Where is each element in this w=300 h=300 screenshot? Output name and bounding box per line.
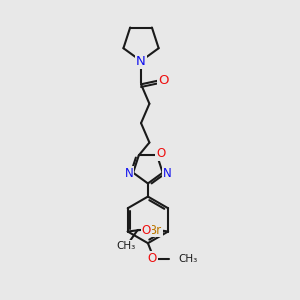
- Text: N: N: [124, 167, 133, 180]
- Text: N: N: [163, 167, 171, 180]
- Text: O: O: [158, 74, 168, 87]
- Text: Br: Br: [149, 224, 162, 236]
- Text: CH₃: CH₃: [178, 254, 198, 264]
- Text: CH₃: CH₃: [116, 241, 135, 250]
- Text: N: N: [136, 55, 146, 68]
- Text: O: O: [156, 147, 166, 160]
- Text: O: O: [148, 252, 157, 265]
- Text: O: O: [142, 224, 151, 236]
